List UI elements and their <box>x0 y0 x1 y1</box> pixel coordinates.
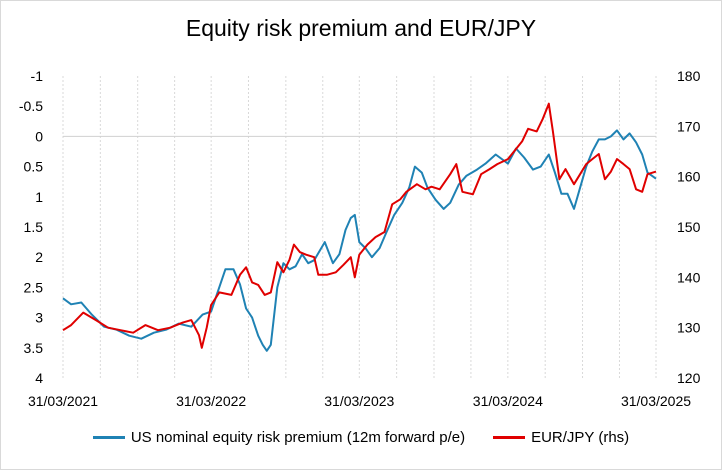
y-right-tick-label: 150 <box>677 219 701 235</box>
y-right-tick-label: 170 <box>677 118 701 134</box>
y-right-tick-label: 140 <box>677 269 701 285</box>
y-right-tick-label: 180 <box>677 68 701 84</box>
legend-swatch-erp <box>92 436 125 439</box>
y-left-tick-label: 3 <box>35 310 43 326</box>
legend-item-eurjpy: EUR/JPY (rhs) <box>493 429 629 446</box>
y-left-tick-label: 1 <box>35 189 43 205</box>
y-left-tick-label: -0.5 <box>19 98 43 114</box>
legend-item-erp: US nominal equity risk premium (12m forw… <box>92 429 466 446</box>
x-tick-label: 31/03/2025 <box>621 393 691 409</box>
x-tick-label: 31/03/2023 <box>324 393 394 409</box>
x-tick-label: 31/03/2021 <box>28 393 98 409</box>
x-tick-label: 31/03/2022 <box>176 393 246 409</box>
y-left-tick-label: 2 <box>35 249 43 265</box>
chart-legend: US nominal equity risk premium (12m forw… <box>1 429 721 446</box>
y-right-tick-label: 130 <box>677 320 701 336</box>
y-right-tick-label: 120 <box>677 370 701 386</box>
legend-label-erp: US nominal equity risk premium (12m forw… <box>130 429 466 446</box>
series-line-eurjpy <box>62 102 657 349</box>
x-tick-label: 31/03/2024 <box>473 393 543 409</box>
y-left-tick-label: 4 <box>35 370 43 386</box>
y-left-tick-label: 3.5 <box>24 340 44 356</box>
legend-swatch-eurjpy <box>493 436 526 439</box>
legend-label-eurjpy: EUR/JPY (rhs) <box>531 429 630 446</box>
y-right-tick-label: 160 <box>677 169 701 185</box>
y-left-tick-label: 1.5 <box>24 219 44 235</box>
y-left-tick-label: -1 <box>31 68 44 84</box>
y-left-tick-label: 2.5 <box>24 279 44 295</box>
y-left-tick-label: 0 <box>35 128 43 144</box>
chart-title: Equity risk premium and EUR/JPY <box>185 15 537 41</box>
y-left-tick-label: 0.5 <box>24 159 44 175</box>
series-line-erp <box>62 129 657 352</box>
